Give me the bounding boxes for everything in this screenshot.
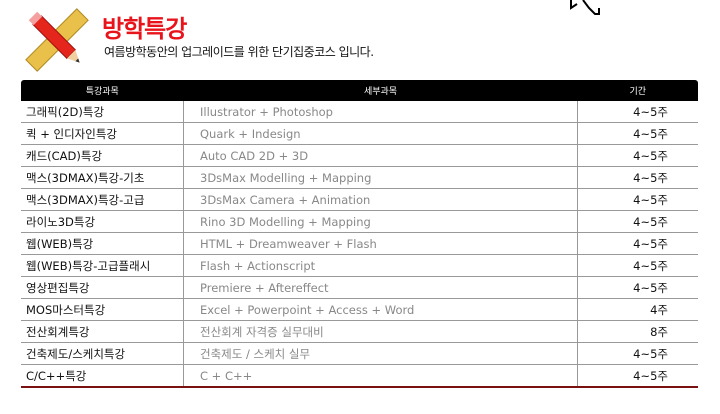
table-row: 웹(WEB)특강-고급플래시 Flash + Actionscript 4~5주 — [21, 254, 698, 277]
column-header-course: 특강과목 — [21, 80, 184, 101]
table-row: 퀵 + 인디자인특강 Quark + Indesign 4~5주 — [21, 122, 698, 145]
cell-duration: 4~5주 — [577, 254, 698, 277]
column-header-details: 세부과목 — [183, 80, 578, 101]
cell-course: 라이노3D특강 — [21, 210, 184, 233]
cell-details: 3DsMax Modelling + Mapping — [183, 166, 578, 189]
pencil-ruler-icon — [25, 8, 89, 72]
cell-duration: 4주 — [577, 298, 698, 321]
cell-course: 영상편집특강 — [21, 276, 184, 299]
table-row: 캐드(CAD)특강 Auto CAD 2D + 3D 4~5주 — [21, 144, 698, 167]
cell-details: Auto CAD 2D + 3D — [183, 144, 578, 167]
table-row: 영상편집특강 Premiere + Aftereffect 4~5주 — [21, 276, 698, 299]
table-row: 전산회계특강 전산회계 자격증 실무대비 8주 — [21, 320, 698, 343]
cell-duration: 4~5주 — [577, 122, 698, 145]
cell-course: 퀵 + 인디자인특강 — [21, 122, 184, 145]
cell-duration: 4~5주 — [577, 232, 698, 255]
table-row: 맥스(3DMAX)특강-고급 3DsMax Camera + Animation 4… — [21, 188, 698, 211]
table-row: MOS마스터특강 Excel + Powerpoint + Access + Wo… — [21, 298, 698, 321]
cell-duration: 4~5주 — [577, 210, 698, 233]
table-row: 웹(WEB)특강 HTML + Dreamweaver + Flash 4~5주 — [21, 232, 698, 255]
cell-course: 맥스(3DMAX)특강-기초 — [21, 166, 184, 189]
table-row: 그래픽(2D)특강 Illustrator + Photoshop 4~5주 — [21, 101, 698, 123]
cell-duration: 4~5주 — [577, 342, 698, 365]
cell-details: HTML + Dreamweaver + Flash — [183, 232, 578, 255]
course-table: 특강과목 세부과목 기간 그래픽(2D)특강 Illustrator + Phot… — [21, 80, 698, 388]
cell-details: Premiere + Aftereffect — [183, 276, 578, 299]
column-header-duration: 기간 — [577, 80, 698, 101]
cell-course: 웹(WEB)특강-고급플래시 — [21, 254, 184, 277]
cell-details: Rino 3D Modelling + Mapping — [183, 210, 578, 233]
mouse-cursor-icon — [570, 0, 600, 15]
cell-details: 전산회계 자격증 실무대비 — [183, 320, 578, 343]
page-title: 방학특강 — [102, 15, 187, 43]
cell-details: C + C++ — [183, 364, 578, 388]
cell-duration: 4~5주 — [577, 188, 698, 211]
cell-course: 그래픽(2D)특강 — [21, 101, 184, 123]
cell-duration: 4~5주 — [577, 276, 698, 299]
page-subtitle: 여름방학동안의 업그레이드를 위한 단기집중코스 입니다. — [104, 45, 374, 59]
cell-details: Flash + Actionscript — [183, 254, 578, 277]
cell-duration: 8주 — [577, 320, 698, 343]
cell-details: Illustrator + Photoshop — [183, 101, 578, 123]
table-row: C/C++특강 C + C++ 4~5주 — [21, 364, 698, 388]
cell-duration: 4~5주 — [577, 364, 698, 388]
cell-course: 건축제도/스케치특강 — [21, 342, 184, 365]
cell-details: Quark + Indesign — [183, 122, 578, 145]
cell-details: 3DsMax Camera + Animation — [183, 188, 578, 211]
table-row: 건축제도/스케치특강 건축제도 / 스케치 실무 4~5주 — [21, 342, 698, 365]
cell-duration: 4~5주 — [577, 101, 698, 123]
cell-course: 전산회계특강 — [21, 320, 184, 343]
cell-details: Excel + Powerpoint + Access + Word — [183, 298, 578, 321]
cell-details: 건축제도 / 스케치 실무 — [183, 342, 578, 365]
table-row: 라이노3D특강 Rino 3D Modelling + Mapping 4~5주 — [21, 210, 698, 233]
table-row: 맥스(3DMAX)특강-기초 3DsMax Modelling + Mapping… — [21, 166, 698, 189]
cell-course: MOS마스터특강 — [21, 298, 184, 321]
cell-duration: 4~5주 — [577, 166, 698, 189]
cell-course: 캐드(CAD)특강 — [21, 144, 184, 167]
cell-course: 웹(WEB)특강 — [21, 232, 184, 255]
cell-duration: 4~5주 — [577, 144, 698, 167]
cell-course: 맥스(3DMAX)특강-고급 — [21, 188, 184, 211]
cell-course: C/C++특강 — [21, 364, 184, 388]
